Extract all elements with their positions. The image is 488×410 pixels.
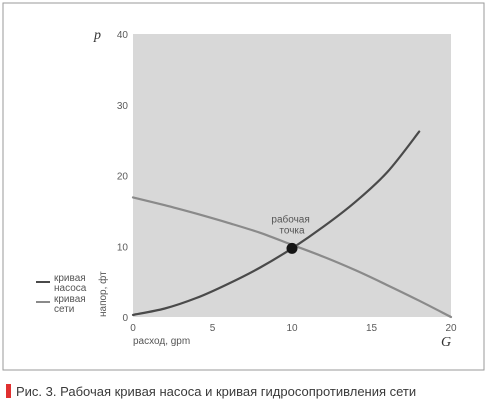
x-tick-labels: 0 5 10 15 20 [130, 323, 457, 334]
x-tick-label: 15 [366, 323, 378, 334]
y-tick-labels: 0 10 20 30 40 [117, 30, 129, 324]
y-tick-label: 0 [122, 313, 128, 324]
y-axis-label: напор, фт [97, 271, 109, 317]
x-axis-letter: G [441, 335, 451, 350]
x-tick-label: 0 [130, 323, 136, 334]
pump-curve-line [131, 130, 421, 316]
x-tick-label: 20 [445, 323, 457, 334]
operating-point-marker [286, 242, 298, 254]
legend-label-system-line1: кривая [54, 294, 86, 305]
operating-point-label: рабочая точка [271, 213, 312, 236]
legend-label-system-line2: сети [54, 304, 74, 315]
legend-label-pump-line1: кривая [54, 273, 86, 284]
legend-label-system: кривая сети [54, 294, 88, 315]
plot-area [133, 34, 451, 317]
x-tick-label: 5 [210, 323, 216, 334]
caption-text: Рис. 3. Рабочая кривая насоса и кривая г… [16, 383, 417, 399]
y-tick-label: 40 [117, 30, 129, 41]
legend-label-pump-line2: насоса [54, 283, 87, 294]
caption-marker [6, 384, 11, 398]
y-axis-letter: p [93, 28, 101, 43]
legend: кривая насоса кривая сети [36, 273, 88, 315]
figure-frame [2, 2, 485, 371]
legend-label-pump: кривая насоса [54, 273, 88, 294]
x-tick-label: 10 [286, 323, 298, 334]
y-tick-label: 10 [117, 242, 129, 253]
y-tick-label: 30 [117, 101, 129, 112]
operating-point-label-line1: рабочая [271, 213, 309, 225]
operating-point-label-line2: точка [279, 225, 305, 236]
x-axis-label: расход, gpm [133, 336, 190, 347]
figure-caption: Рис. 3. Рабочая кривая насоса и кривая г… [6, 381, 484, 401]
y-tick-label: 20 [117, 172, 129, 183]
